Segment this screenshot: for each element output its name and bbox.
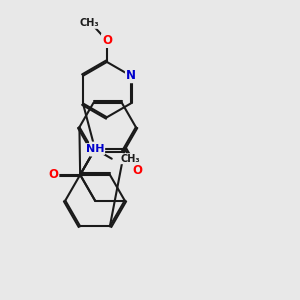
Text: NH: NH	[86, 144, 104, 154]
Text: CH₃: CH₃	[79, 18, 99, 28]
Text: N: N	[90, 142, 100, 155]
Text: O: O	[132, 164, 142, 177]
Text: O: O	[48, 168, 59, 181]
Text: O: O	[102, 34, 112, 47]
Text: CH₃: CH₃	[120, 154, 140, 164]
Text: N: N	[126, 69, 136, 82]
